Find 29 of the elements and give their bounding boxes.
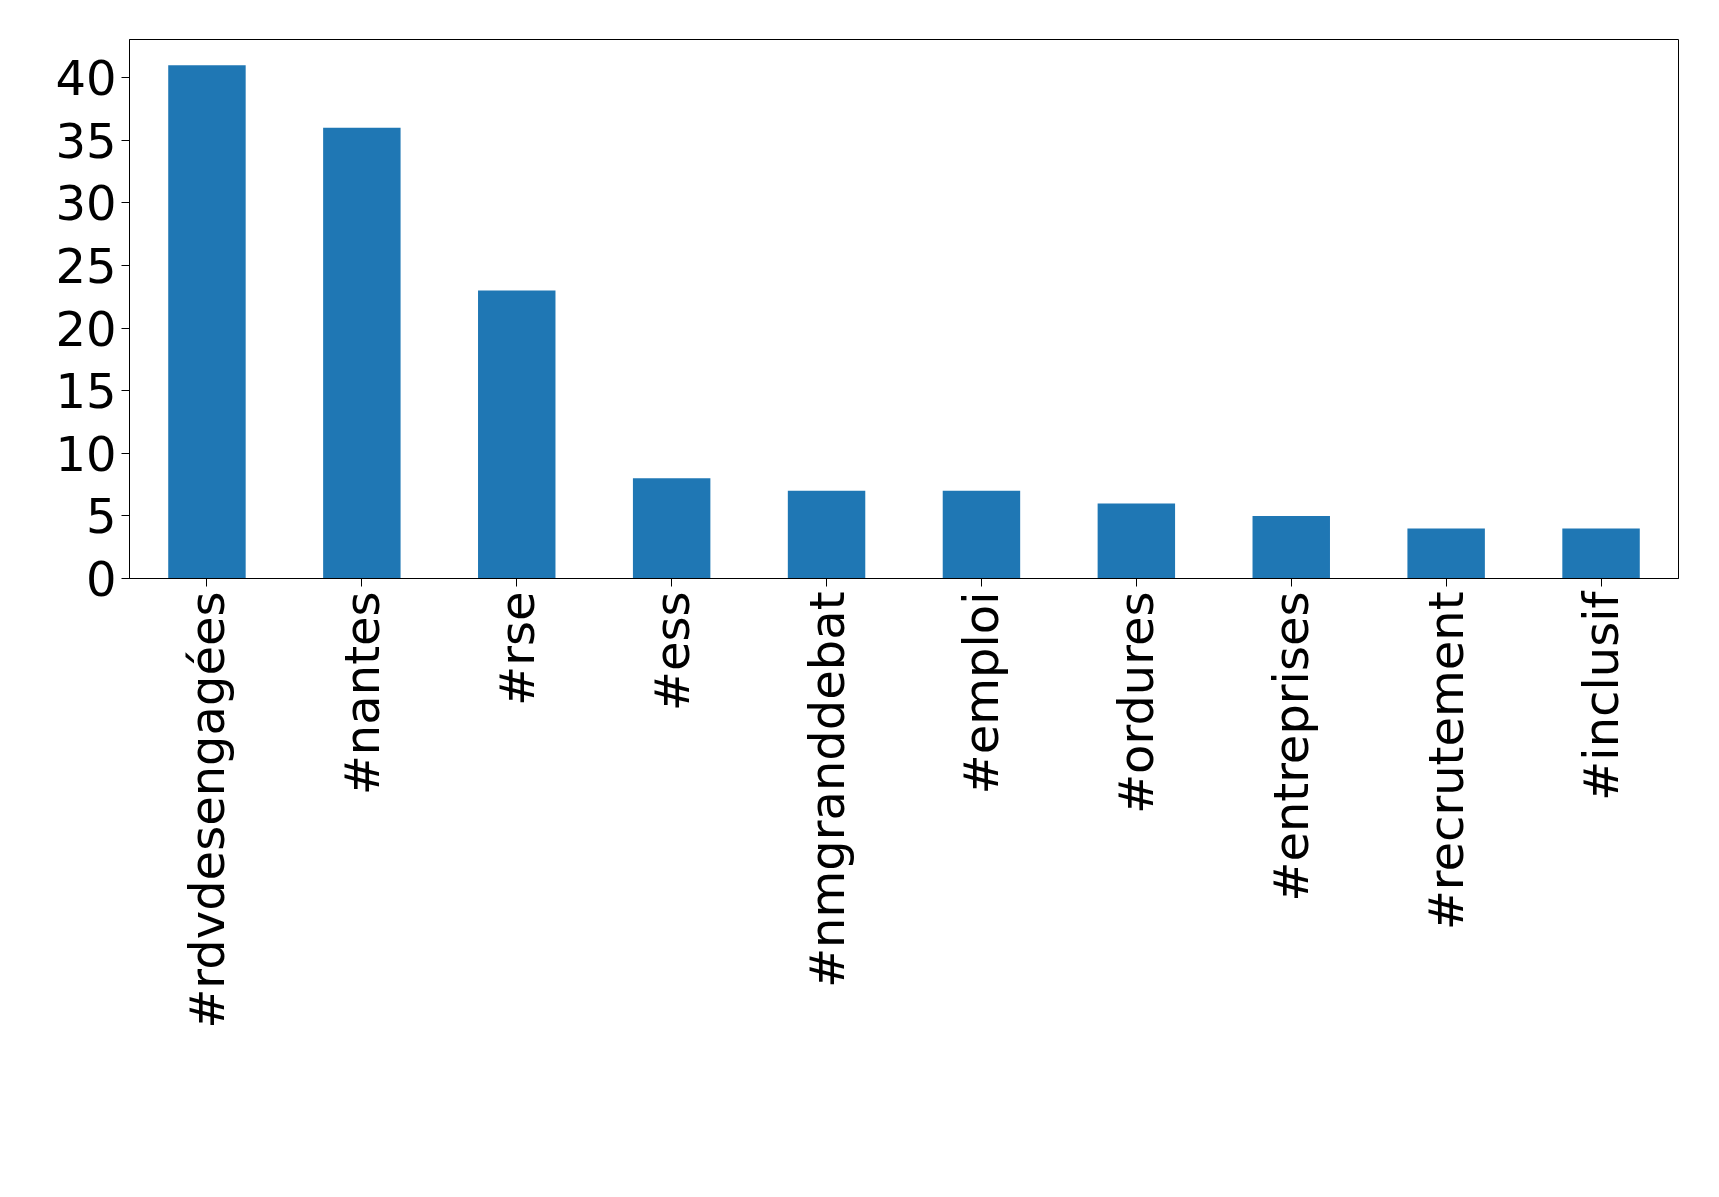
bar [1562, 528, 1640, 579]
x-tick-label: #rdvdesengagées [178, 591, 235, 1029]
y-tick-label: 10 [55, 425, 117, 482]
y-tick-label: 25 [55, 237, 117, 294]
y-tick-label: 0 [85, 551, 117, 607]
y-tick-label: 30 [55, 175, 117, 232]
x-tick-label: #emploi [953, 591, 1010, 795]
bar [1097, 503, 1176, 579]
bar [1407, 528, 1485, 579]
bar [168, 65, 246, 579]
y-tick-label: 35 [55, 112, 117, 169]
bar [478, 290, 556, 579]
y-tick-label: 40 [55, 50, 117, 107]
y-tick-label: 20 [55, 300, 117, 357]
x-tick-label: #nantes [333, 591, 390, 796]
x-tick-label: #nmgranddebat [798, 591, 855, 989]
x-tick-label: #ess [643, 591, 700, 712]
y-tick-label: 15 [55, 363, 117, 420]
bar [632, 478, 711, 579]
bar [942, 490, 1021, 579]
bar [323, 127, 401, 579]
x-tick-label: #entreprises [1263, 591, 1320, 902]
y-tick-label: 5 [85, 488, 117, 545]
x-tick-label: #rse [488, 591, 545, 706]
bar [787, 490, 866, 579]
bar [1252, 515, 1330, 579]
x-tick-label: #recrutement [1418, 591, 1475, 931]
x-tick-label: #inclusif [1573, 590, 1630, 801]
x-tick-label: #ordures [1108, 591, 1165, 815]
